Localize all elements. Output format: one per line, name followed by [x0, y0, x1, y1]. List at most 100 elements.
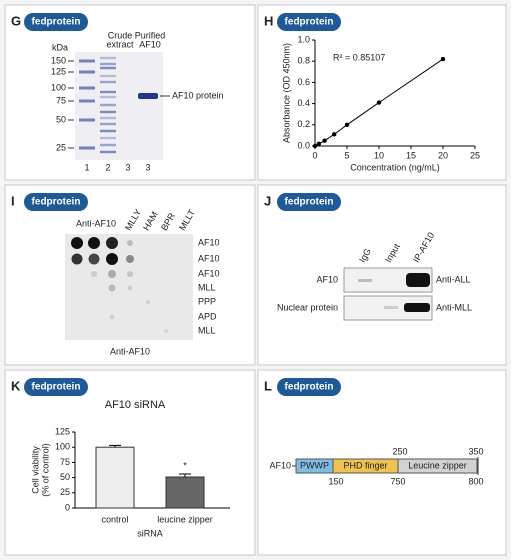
lane-number: 3	[125, 162, 130, 172]
antibody-label: Anti-ALL	[436, 274, 471, 284]
x-tick-label: control	[101, 514, 128, 524]
point	[344, 122, 350, 128]
row-label: AF10	[198, 237, 220, 247]
af10-band	[138, 93, 158, 99]
brand: fedprotein	[285, 197, 334, 208]
bar	[95, 446, 135, 509]
dot	[71, 237, 83, 249]
x-tick-label: 10	[374, 150, 384, 160]
lysate-band	[100, 110, 116, 114]
dot	[88, 237, 100, 249]
kda-label: kDa	[52, 42, 68, 52]
lane-number: 2	[105, 162, 110, 172]
pill-bg	[24, 378, 88, 396]
panel-letter: G	[11, 13, 21, 28]
dot	[127, 285, 133, 291]
row-label: APD	[198, 311, 217, 321]
domain-label: Leucine zipper	[408, 460, 467, 470]
pill-bg	[277, 378, 341, 396]
annotation: *	[183, 460, 187, 470]
dot	[88, 253, 100, 265]
y-tick-label: 25	[60, 487, 70, 497]
marker-label: 25	[56, 142, 66, 152]
dot	[108, 270, 116, 278]
position-label: 150	[328, 476, 343, 486]
brand-pill: fedprotein	[277, 193, 341, 211]
marker-band	[79, 59, 95, 63]
dot	[91, 271, 97, 277]
x-axis-label: siRNA	[137, 528, 163, 538]
lysate-band	[100, 150, 116, 154]
y-tick-label: 0.4	[297, 98, 310, 108]
row-label: AF10	[198, 268, 220, 278]
column-header: Purified	[135, 30, 166, 40]
dot	[126, 255, 134, 263]
point	[322, 138, 327, 143]
brand-pill: fedprotein	[277, 378, 341, 396]
lysate-band	[100, 74, 116, 78]
dot	[146, 300, 150, 304]
marker-band	[79, 118, 95, 122]
point	[312, 143, 318, 149]
y-tick-label: 75	[60, 457, 70, 467]
brand-pill: fedprotein	[24, 13, 88, 31]
marker-label: 150	[51, 55, 66, 65]
point	[316, 141, 322, 147]
dot	[127, 271, 133, 277]
dot	[164, 329, 168, 333]
lane-number: 3	[145, 162, 150, 172]
brand-pill: fedprotein	[24, 193, 88, 211]
y-tick-label: 50	[60, 472, 70, 482]
dot	[106, 253, 118, 265]
marker-label: 125	[51, 66, 66, 76]
lysate-band	[100, 80, 116, 84]
row-label: PPP	[198, 296, 216, 306]
marker-band	[79, 86, 95, 90]
domain	[397, 458, 478, 474]
dot	[106, 237, 118, 249]
antibody-label: Anti-MLL	[436, 302, 472, 312]
marker-label: 100	[51, 82, 66, 92]
panel-letter: L	[264, 378, 272, 393]
position-label: 250	[392, 446, 407, 456]
band	[358, 279, 372, 282]
bar	[165, 476, 205, 509]
pill-bg	[24, 13, 88, 31]
marker-band	[79, 70, 95, 74]
bottom-label: Anti-AF10	[110, 346, 150, 356]
row-label: AF10	[198, 253, 220, 263]
marker-band	[79, 99, 95, 103]
lysate-band	[100, 90, 116, 94]
lysate-band	[100, 116, 116, 120]
dot	[109, 314, 115, 320]
band-label: AF10 protein	[172, 90, 224, 100]
position-label: 800	[468, 476, 483, 486]
brand: fedprotein	[32, 17, 81, 28]
x-tick-label: 20	[438, 150, 448, 160]
y-tick-label: 0.6	[297, 77, 310, 87]
error-bar	[179, 473, 191, 477]
brand: fedprotein	[285, 382, 334, 393]
lysate-band	[100, 136, 116, 140]
row-label: MLL	[198, 282, 216, 292]
dot	[71, 253, 83, 265]
x-tick-label: 5	[344, 150, 349, 160]
gel	[75, 52, 163, 160]
x-tick-label: 0	[312, 150, 317, 160]
pill-bg	[277, 13, 341, 31]
brand-pill: fedprotein	[277, 13, 341, 31]
lysate-band	[100, 95, 116, 99]
row-label: AF10	[316, 274, 338, 284]
lysate-band	[100, 56, 116, 60]
lysate-band	[100, 129, 116, 133]
panel-letter: H	[264, 13, 273, 28]
panel	[257, 4, 507, 181]
column-header: Crude	[108, 30, 133, 40]
point	[440, 56, 446, 62]
marker-label: 75	[56, 95, 66, 105]
panel-letter: K	[11, 378, 21, 393]
protein-label: AF10	[269, 460, 291, 470]
brand: fedprotein	[32, 382, 81, 393]
